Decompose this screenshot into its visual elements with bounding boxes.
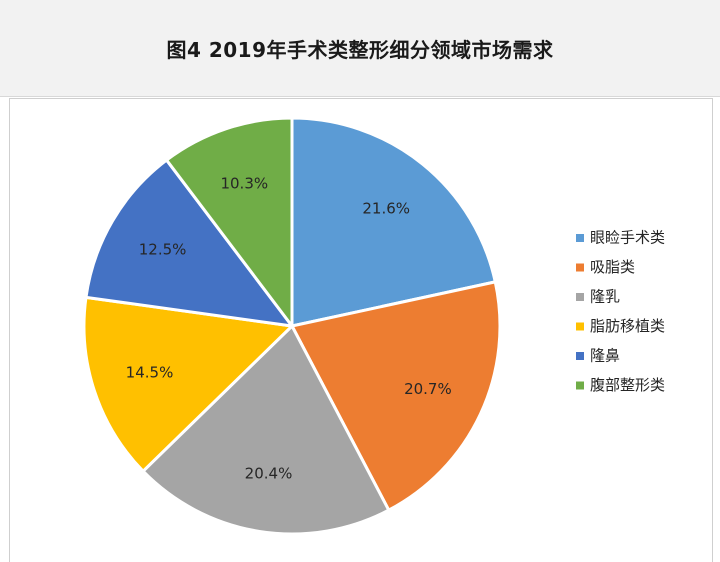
legend-label-2: 隆乳 bbox=[590, 288, 620, 306]
legend-swatch-2 bbox=[576, 293, 584, 301]
data-label-2: 20.4% bbox=[245, 465, 293, 483]
pie-slices bbox=[82, 116, 502, 536]
legend-swatch-3 bbox=[576, 322, 584, 331]
legend-swatch-1 bbox=[576, 263, 584, 272]
pie-slice-5 bbox=[165, 116, 294, 328]
legend-item-0: 眼睑手术类 bbox=[576, 229, 665, 247]
data-label-1: 20.7% bbox=[404, 380, 452, 398]
title-bar: 图4 2019年手术类整形细分领域市场需求 bbox=[0, 0, 720, 97]
data-label-3: 14.5% bbox=[126, 363, 174, 381]
pie-slice-3 bbox=[82, 295, 294, 473]
legend-item-3: 脂肪移植类 bbox=[576, 317, 665, 335]
data-label-0: 21.6% bbox=[362, 200, 410, 218]
legend-swatch-5 bbox=[576, 381, 584, 390]
legend-label-4: 隆鼻 bbox=[590, 347, 620, 365]
pie-slice-4 bbox=[84, 158, 294, 328]
data-label-4: 12.5% bbox=[139, 241, 187, 259]
legend-swatch-4 bbox=[576, 352, 584, 360]
slice-labels: 21.6% 20.7% 20.4% 14.5% 12.5% 10.3% bbox=[126, 174, 452, 482]
pie-slice-2 bbox=[141, 324, 391, 536]
legend-item-1: 吸脂类 bbox=[576, 258, 635, 276]
legend-label-3: 脂肪移植类 bbox=[590, 317, 665, 335]
legend-item-4: 隆鼻 bbox=[576, 347, 620, 365]
legend-swatch-0 bbox=[576, 234, 584, 242]
legend-item-5: 腹部整形类 bbox=[576, 376, 665, 394]
pie-slice-1 bbox=[290, 280, 502, 512]
legend-item-2: 隆乳 bbox=[576, 288, 620, 306]
data-label-5: 10.3% bbox=[220, 174, 268, 192]
pie-slice-0 bbox=[290, 116, 497, 328]
legend-label-1: 吸脂类 bbox=[590, 258, 635, 276]
legend-label-5: 腹部整形类 bbox=[590, 376, 665, 394]
chart-title: 图4 2019年手术类整形细分领域市场需求 bbox=[166, 38, 554, 62]
legend-label-0: 眼睑手术类 bbox=[590, 229, 665, 247]
